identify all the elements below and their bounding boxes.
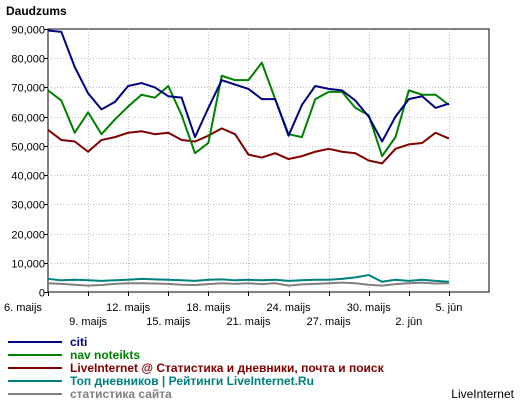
series-line [47, 281, 449, 287]
series-line [47, 274, 449, 283]
x-tick-label: 9. maijs [69, 316, 107, 328]
x-tick-label: 30. maijs [347, 302, 392, 314]
x-tick-label: 12. maijs [106, 302, 151, 314]
legend-label: Топ дневников | Рейтинги LiveInternet.Ru [70, 374, 314, 388]
y-tick-label: 0 [39, 288, 45, 300]
y-tick-label: 20,000 [11, 230, 45, 242]
x-tick-label: 6. maijs [4, 302, 42, 314]
x-tick-label: 21. maijs [226, 316, 271, 328]
y-tick-labels: 0 10,000 20,000 30,000 40,000 50,000 60,000 70,… [11, 25, 45, 300]
plot-frame [47, 28, 490, 293]
y-tick-label: 30,000 [11, 200, 45, 212]
y-tick-label: 50,000 [11, 142, 45, 154]
y-tick-label: 90,000 [11, 25, 45, 37]
brand-label: LiveInternet [451, 387, 514, 401]
legend-item: citi [8, 335, 87, 349]
gridlines [44, 28, 490, 296]
series-line [47, 127, 450, 165]
y-axis-title: Daudzums [6, 4, 67, 18]
legend-item: статистика сайта [8, 387, 172, 401]
series-lines [47, 29, 450, 287]
legend-item: nav noteikts [8, 348, 140, 362]
legend-label: LiveInternet @ Статистика и дневники, по… [70, 361, 385, 375]
x-tick-label: 24. maijs [267, 302, 312, 314]
y-tick-label: 60,000 [11, 113, 45, 125]
legend-label: статистика сайта [70, 387, 172, 401]
y-tick-label: 80,000 [11, 54, 45, 66]
x-tick-label: 2. jūn [395, 316, 422, 328]
legend-label: citi [70, 335, 87, 349]
x-tick-label: 27. maijs [307, 316, 352, 328]
x-tick-label: 18. maijs [186, 302, 231, 314]
y-tick-label: 10,000 [11, 259, 45, 271]
y-tick-label: 40,000 [11, 171, 45, 183]
legend-label: nav noteikts [70, 348, 140, 362]
legend-item: LiveInternet @ Статистика и дневники, по… [8, 361, 385, 375]
series-line [47, 29, 450, 143]
x-tick-label: 15. maijs [146, 316, 191, 328]
legend-item: Топ дневников | Рейтинги LiveInternet.Ru [8, 374, 314, 388]
series-line [47, 61, 450, 158]
y-tick-label: 70,000 [11, 83, 45, 95]
x-tick-label: 5. jūn [435, 302, 462, 314]
x-tick-labels: 6. maijs 12. maijs 18. maijs 24. maijs 30. m… [4, 302, 462, 328]
